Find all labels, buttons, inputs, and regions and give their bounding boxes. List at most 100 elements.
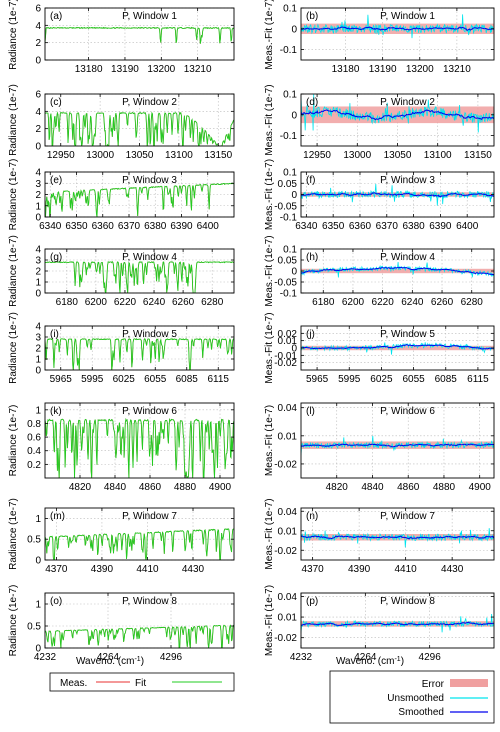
x-tick-label: 13000	[86, 150, 114, 161]
series-smoothed-j	[301, 344, 494, 350]
series-unsmoothed-d	[301, 94, 494, 133]
x-tick-label: 13200	[406, 64, 434, 75]
x-tick-label: 13150	[204, 150, 232, 161]
y-axis-label: Radiance (1e-7)	[8, 235, 19, 307]
x-tick-label: 13190	[111, 64, 139, 75]
x-tick-label: 6360	[349, 221, 372, 232]
plot-area-p	[301, 613, 494, 633]
y-tick-label: 4	[35, 245, 41, 256]
axes-frame-a	[44, 7, 235, 61]
y-tick-label: 0.05	[278, 179, 298, 190]
y-axis-label: Radiance (1e-7)	[8, 159, 19, 231]
x-tick-label: 6360	[92, 221, 115, 232]
y-axis-label: Radiance (1e-7)	[8, 405, 19, 477]
x-tick-label: 6115	[467, 374, 489, 385]
y-tick-label: 0.04	[278, 403, 298, 414]
panel-k: 4820 4840 4860 4880 4900 0.2 0.4 0.6 0.8 1 Radianc…	[8, 402, 235, 493]
y-tick-label: 1	[35, 355, 41, 366]
x-tick-label: 6055	[402, 374, 425, 385]
y-tick-label: 0.8	[27, 419, 41, 430]
legend-label-unsmoothed: Unsmoothed	[387, 693, 444, 704]
y-tick-label: 1	[35, 201, 41, 212]
axes-frame-p	[300, 592, 495, 649]
x-tick-label: 5995	[81, 374, 104, 385]
panel-b: 13180 13190 13200 13210 -0.1 0 0.1 Meas.-Fit (1…	[264, 0, 495, 75]
plot-area-c	[45, 111, 234, 146]
y-tick-label: 1	[35, 405, 41, 416]
series-meas-a	[45, 26, 234, 44]
panel-title: P, Window 5	[122, 329, 177, 340]
y-tick-label: 0.02	[278, 329, 298, 340]
panel-title: P, Window 3	[122, 175, 177, 186]
x-tick-label: 13180	[75, 64, 103, 75]
panel-title: P, Window 8	[122, 596, 177, 607]
panel-j: 5965 5995 6025 6055 6085 6115 -0.02-0.0100.010…	[264, 312, 495, 385]
y-axis-label: Meas.-Fit (1e-7)	[264, 405, 275, 476]
x-tick-label: 4232	[34, 652, 57, 663]
y-tick-label: 0.5	[27, 535, 41, 546]
y-tick-label: 0	[291, 190, 297, 201]
x-tick-label: 4390	[348, 564, 371, 575]
x-tick-label: 13150	[464, 150, 492, 161]
series-unsmoothed-p	[301, 613, 494, 633]
y-tick-label: -0.1	[280, 45, 298, 56]
y-tick-label: 0	[291, 24, 297, 35]
y-tick-label: 2	[35, 124, 41, 135]
panel-tag: (b)	[306, 11, 318, 22]
x-tick-label: 6340	[39, 221, 62, 232]
x-tick-label: 6200	[342, 297, 365, 308]
x-tick-label: 12950	[303, 150, 331, 161]
axes-frame-k	[44, 402, 235, 479]
y-tick-label: -0.02	[274, 459, 297, 470]
x-tick-label: 6025	[370, 374, 393, 385]
x-tick-label: 6280	[201, 297, 224, 308]
panel-tag: (e)	[50, 175, 62, 186]
x-tick-label: 6400	[197, 221, 220, 232]
panel-title: P, Window 2	[380, 97, 435, 108]
error-band-h	[301, 268, 494, 274]
panel-h: 6180 6200 6220 6240 6260 6280 -0.1-0.0500.050.…	[264, 235, 495, 308]
series-fit-e	[45, 182, 234, 217]
y-axis-label: Meas.-Fit (1e-7)	[264, 585, 275, 656]
plot-area-k	[45, 417, 234, 478]
x-tick-label: 13100	[165, 150, 193, 161]
series-unsmoothed-n	[301, 528, 494, 548]
y-tick-label: -0.05	[274, 278, 297, 289]
x-tick-label: 6260	[172, 297, 195, 308]
series-smoothed-b	[301, 26, 494, 31]
y-tick-label: 0	[291, 110, 297, 121]
plot-area-d	[301, 94, 494, 133]
plot-area-j	[301, 342, 494, 355]
x-tick-label: 6200	[85, 297, 108, 308]
legend-residuals: Error Unsmoothed Smoothed	[329, 670, 495, 724]
series-smoothed-f	[301, 192, 494, 198]
legend-right-frame	[329, 670, 495, 724]
plot-area-h	[301, 261, 494, 278]
y-tick-label: 4	[35, 21, 41, 32]
y-axis-label: Radiance (1e-7)	[8, 585, 19, 657]
y-axis-label: Meas.-Fit (1e-7)	[264, 498, 275, 569]
y-tick-label: 0	[35, 142, 41, 153]
x-tick-label: 5995	[338, 374, 361, 385]
y-axis-label: Meas.-Fit (1e-7)	[264, 0, 275, 70]
series-smoothed-d	[301, 109, 494, 121]
x-tick-label: 4880	[433, 482, 456, 493]
x-tick-label: 4860	[139, 482, 162, 493]
x-tick-label: 6220	[114, 297, 137, 308]
series-fit-g	[45, 260, 234, 293]
plot-area-e	[45, 182, 234, 217]
panel-o: 4232 4264 4296 0 0.5 1 Radiance (1e-7) (o) P, Wi…	[8, 585, 235, 663]
x-tick-label: 4232	[290, 652, 313, 663]
x-tick-label: 6370	[376, 221, 399, 232]
x-tick-label: 6220	[372, 297, 395, 308]
series-fit-o	[45, 624, 234, 648]
panel-m: 4370 4390 4410 4430 0 0.5 1 Radiance (1e-7) (m) P…	[8, 498, 235, 575]
panel-tag: (o)	[50, 596, 62, 607]
x-axis-labels: Waveno. (cm-1) Waveno. (cm-1)	[76, 656, 404, 668]
x-tick-label: 4410	[136, 564, 159, 575]
legend-meas-fit: Meas. Fit	[49, 672, 235, 692]
x-tick-label: 4370	[302, 564, 325, 575]
x-tick-label: 4900	[469, 482, 492, 493]
